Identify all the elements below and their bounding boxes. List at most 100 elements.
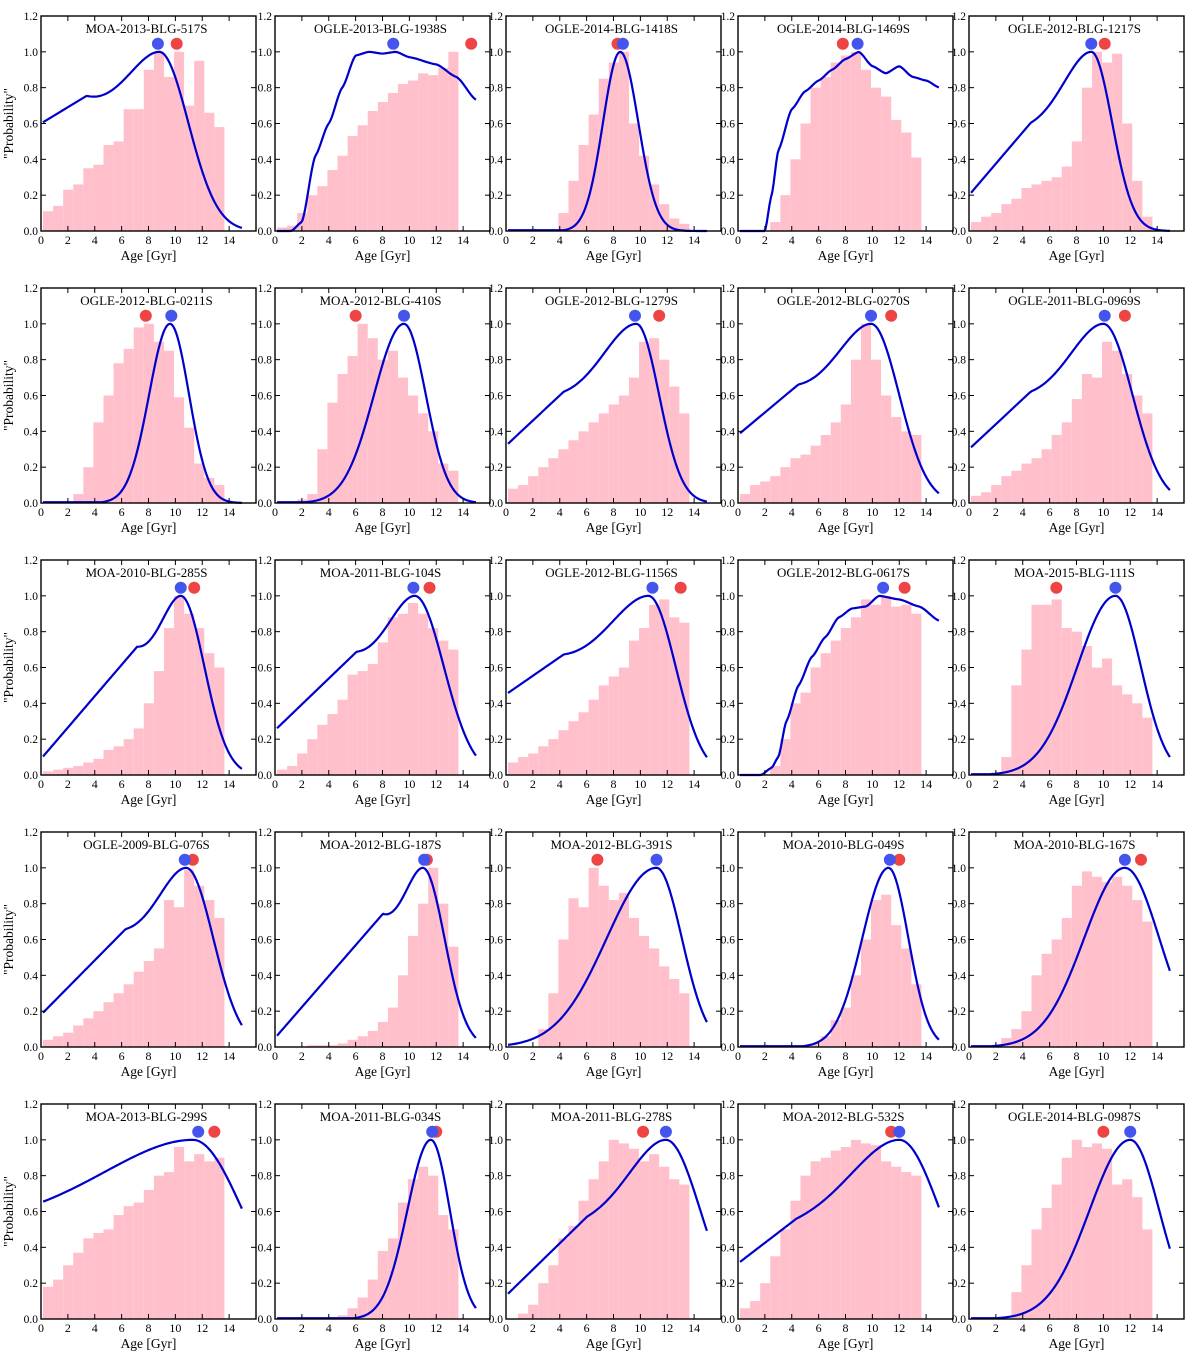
y-tick-label: 0.2 bbox=[24, 734, 39, 746]
histogram-bar bbox=[317, 1045, 328, 1047]
x-tick-label: 2 bbox=[530, 1049, 536, 1063]
x-tick-label: 10 bbox=[169, 1049, 181, 1063]
panel-title: MOA-2011-BLG-034S bbox=[320, 1109, 442, 1124]
x-tick-label: 4 bbox=[92, 1321, 98, 1335]
red-marker bbox=[591, 853, 604, 866]
y-tick-label: 1.2 bbox=[952, 1099, 967, 1111]
histogram-bar bbox=[649, 338, 660, 503]
histogram-bar bbox=[790, 703, 801, 775]
x-tick-label: 8 bbox=[843, 1321, 849, 1335]
histogram-bar bbox=[568, 180, 579, 231]
histogram-bar bbox=[93, 422, 104, 504]
histogram-bar bbox=[317, 449, 328, 503]
histogram-bar bbox=[1112, 350, 1123, 503]
panel-6: 0 2 4 6 8 10 12 14 0.0 0.2 0.4 0.6 0.8 1.0 1.2 Age [Gyr… bbox=[1, 283, 257, 535]
histogram-bar bbox=[568, 1225, 579, 1319]
blue-marker bbox=[1098, 309, 1111, 322]
histogram-bar bbox=[113, 141, 124, 231]
histogram-bar bbox=[810, 667, 821, 775]
x-tick-label: 10 bbox=[169, 233, 181, 247]
blue-marker bbox=[883, 853, 896, 866]
histogram-bar bbox=[357, 323, 368, 503]
histogram-bar bbox=[618, 395, 629, 503]
x-tick-label: 14 bbox=[920, 1321, 932, 1335]
x-tick-label: 14 bbox=[223, 777, 235, 791]
histogram-bar bbox=[830, 1020, 841, 1048]
histogram-bar bbox=[548, 993, 559, 1047]
y-tick-label: 0.8 bbox=[952, 83, 967, 95]
histogram-bar bbox=[881, 96, 892, 232]
y-axis-label: "Probability" bbox=[1, 632, 16, 703]
histogram-bar bbox=[548, 1265, 559, 1319]
x-tick-label: 14 bbox=[1151, 1049, 1163, 1063]
histogram-bar bbox=[850, 51, 861, 231]
histogram-bar bbox=[830, 640, 841, 776]
blue-marker bbox=[151, 37, 164, 50]
probability-curve bbox=[740, 866, 940, 1048]
histogram-bar bbox=[143, 703, 154, 775]
y-tick-label: 1.0 bbox=[952, 1135, 967, 1147]
histogram-bar bbox=[1112, 53, 1123, 232]
y-tick-label: 0.0 bbox=[24, 226, 39, 238]
x-tick-label: 12 bbox=[1124, 233, 1136, 247]
histogram-bar bbox=[418, 413, 429, 503]
histogram-bar bbox=[860, 939, 872, 1047]
histogram-bar bbox=[659, 204, 670, 232]
y-tick-label: 1.0 bbox=[258, 319, 273, 331]
y-tick-label: 1.2 bbox=[489, 555, 504, 567]
y-tick-label: 0.6 bbox=[489, 119, 504, 131]
probability-curve bbox=[277, 50, 477, 233]
histogram-bar bbox=[598, 1161, 609, 1319]
histogram-bar bbox=[438, 640, 449, 776]
y-tick-label: 0.4 bbox=[721, 1242, 736, 1254]
histogram-bar bbox=[780, 467, 791, 503]
histogram-bar bbox=[679, 1184, 690, 1320]
x-tick-label: 10 bbox=[403, 777, 415, 791]
histogram-bar bbox=[337, 374, 348, 503]
histogram-bar bbox=[901, 604, 912, 775]
histogram-bar bbox=[830, 422, 841, 504]
x-tick-label: 4 bbox=[1020, 233, 1026, 247]
y-tick-label: 0.8 bbox=[489, 899, 504, 911]
x-tick-label: 8 bbox=[146, 1321, 152, 1335]
panel-title: OGLE-2012-BLG-1217S bbox=[1008, 21, 1141, 36]
x-tick-label: 0 bbox=[735, 1049, 741, 1063]
histogram-bar bbox=[871, 900, 882, 1047]
x-tick-label: 8 bbox=[146, 1049, 152, 1063]
histogram-bar bbox=[277, 769, 288, 776]
histogram-bar bbox=[83, 467, 94, 503]
x-axis-label: Age [Gyr] bbox=[586, 248, 642, 263]
x-tick-label: 4 bbox=[92, 233, 98, 247]
panel-title: OGLE-2009-BLG-076S bbox=[83, 837, 209, 852]
histogram-bar bbox=[820, 434, 831, 503]
histogram-bar bbox=[83, 762, 94, 775]
histogram-bar bbox=[659, 966, 670, 1048]
y-tick-label: 1.0 bbox=[489, 591, 504, 603]
y-tick-label: 1.2 bbox=[258, 1099, 273, 1111]
histogram-bar bbox=[204, 477, 215, 503]
x-axis-label: Age [Gyr] bbox=[121, 1336, 177, 1351]
blue-marker bbox=[1109, 581, 1122, 594]
histogram-bar bbox=[123, 109, 134, 231]
histogram-bar bbox=[840, 1147, 851, 1319]
panel-title: MOA-2010-BLG-167S bbox=[1013, 837, 1135, 852]
y-tick-label: 0.2 bbox=[952, 734, 967, 746]
y-tick-label: 0.2 bbox=[258, 734, 273, 746]
x-tick-label: 6 bbox=[816, 505, 822, 519]
histogram-bar bbox=[1021, 1011, 1032, 1047]
histogram-bar bbox=[408, 603, 419, 775]
x-tick-label: 8 bbox=[380, 233, 386, 247]
red-marker bbox=[188, 581, 201, 594]
histogram-bar bbox=[418, 613, 429, 775]
x-tick-label: 10 bbox=[866, 777, 878, 791]
blue-marker bbox=[165, 309, 178, 322]
histogram-bar bbox=[194, 628, 205, 775]
histogram-bar bbox=[1021, 188, 1032, 231]
x-tick-label: 0 bbox=[272, 777, 278, 791]
x-tick-label: 6 bbox=[584, 505, 590, 519]
histogram-bar bbox=[123, 1206, 134, 1320]
histogram-bar bbox=[194, 1154, 205, 1319]
histogram-bar bbox=[810, 445, 821, 503]
y-tick-label: 0.4 bbox=[258, 426, 273, 438]
histogram-bar bbox=[428, 431, 439, 503]
